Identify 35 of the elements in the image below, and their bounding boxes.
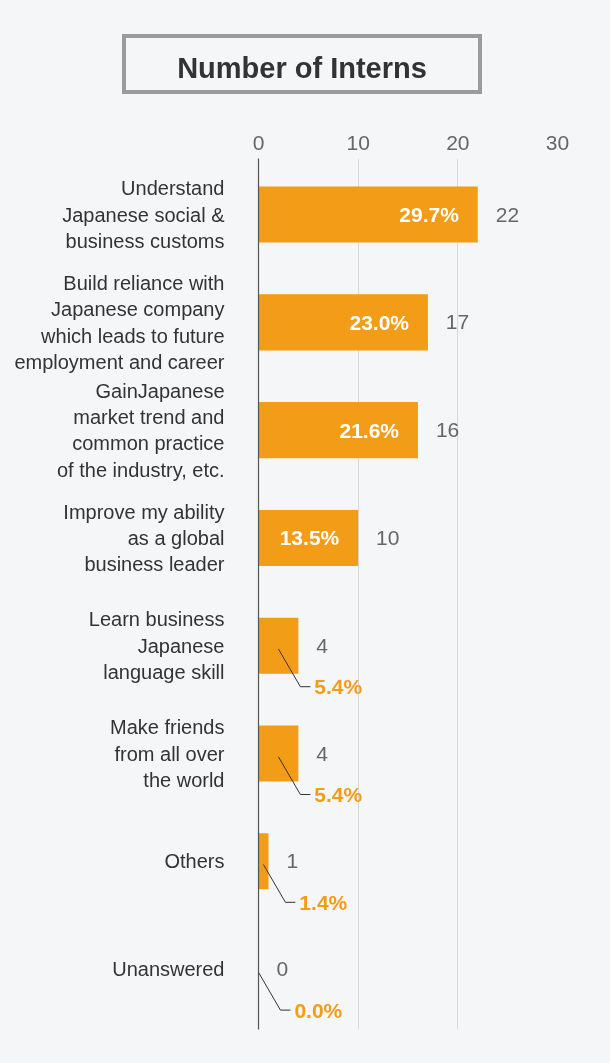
bar — [258, 186, 478, 243]
data-label: 22 — [495, 202, 520, 226]
data-label: 4 — [316, 633, 329, 657]
y-tick-label: GainJapanese market trend and common practice of the industry, etc. — [57, 379, 225, 481]
chart-title: Number of Interns — [177, 51, 427, 86]
bar — [258, 294, 428, 351]
annotation: 5.4% — [314, 675, 363, 699]
annotation: 13.5% — [279, 526, 340, 550]
data-label: 1 — [286, 849, 299, 873]
x-tick-label: 10 — [346, 130, 370, 154]
data-label: 4 — [316, 741, 329, 765]
data-label: 0 — [276, 957, 289, 981]
bar — [258, 725, 299, 782]
annotation: 21.6% — [339, 418, 400, 442]
y-tick-label: Make friends from all over the world — [110, 716, 225, 791]
annotation: 23.0% — [349, 310, 410, 334]
bar — [258, 617, 299, 674]
y-tick-label: Others — [164, 850, 225, 873]
y-tick-label: Improve my ability as a global business leader — [63, 500, 225, 576]
annotation: 29.7% — [399, 203, 460, 227]
x-tick-label: 30 — [545, 130, 570, 154]
data-label: 10 — [376, 525, 400, 549]
y-tick-label: Build reliance with Japanese company which leads to future employment and career — [14, 271, 225, 373]
data-label: 17 — [445, 310, 470, 334]
data-label: 16 — [435, 418, 460, 442]
annotation: 1.4% — [299, 890, 348, 914]
x-tick-label: 20 — [446, 130, 470, 154]
y-tick-label: Unanswered — [112, 958, 225, 981]
annotation: 5.4% — [314, 783, 363, 806]
bar — [258, 402, 418, 459]
bar — [258, 509, 359, 566]
y-tick-label: Understand Japanese social & business customs — [62, 177, 226, 252]
y-tick-label: Learn business Japanese language skill — [88, 608, 225, 684]
x-tick-label: 0 — [252, 130, 265, 154]
annotation: 0.0% — [294, 998, 343, 1022]
